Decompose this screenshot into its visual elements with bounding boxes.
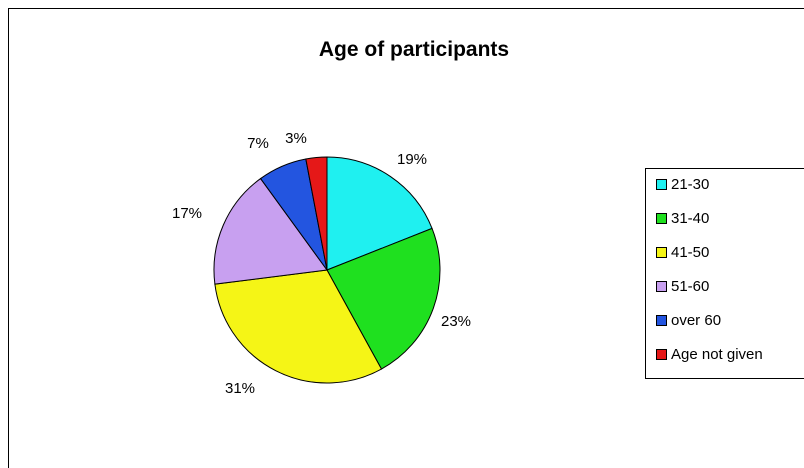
legend-label: 51-60 bbox=[671, 278, 709, 295]
legend-swatch bbox=[656, 349, 667, 360]
legend-item: over 60 bbox=[656, 310, 721, 330]
legend-item: 31-40 bbox=[656, 208, 709, 228]
legend-swatch bbox=[656, 281, 667, 292]
slice-percent-label: 3% bbox=[285, 130, 307, 147]
legend-item: 21-30 bbox=[656, 174, 709, 194]
legend-swatch bbox=[656, 213, 667, 224]
slice-percent-label: 17% bbox=[172, 205, 202, 222]
legend: 21-30 31-40 41-50 51-60 over 60 Age not given bbox=[645, 168, 804, 379]
slice-percent-label: 7% bbox=[247, 135, 269, 152]
slice-percent-label: 23% bbox=[441, 313, 471, 330]
legend-label: Age not given bbox=[671, 346, 763, 363]
legend-swatch bbox=[656, 247, 667, 258]
legend-label: 41-50 bbox=[671, 244, 709, 261]
slice-percent-label: 19% bbox=[397, 151, 427, 168]
legend-label: 21-30 bbox=[671, 176, 709, 193]
legend-item: 41-50 bbox=[656, 242, 709, 262]
slice-percent-label: 31% bbox=[225, 380, 255, 397]
legend-item: 51-60 bbox=[656, 276, 709, 296]
legend-label: over 60 bbox=[671, 312, 721, 329]
legend-swatch bbox=[656, 315, 667, 326]
legend-swatch bbox=[656, 179, 667, 190]
legend-item: Age not given bbox=[656, 344, 763, 364]
legend-label: 31-40 bbox=[671, 210, 709, 227]
